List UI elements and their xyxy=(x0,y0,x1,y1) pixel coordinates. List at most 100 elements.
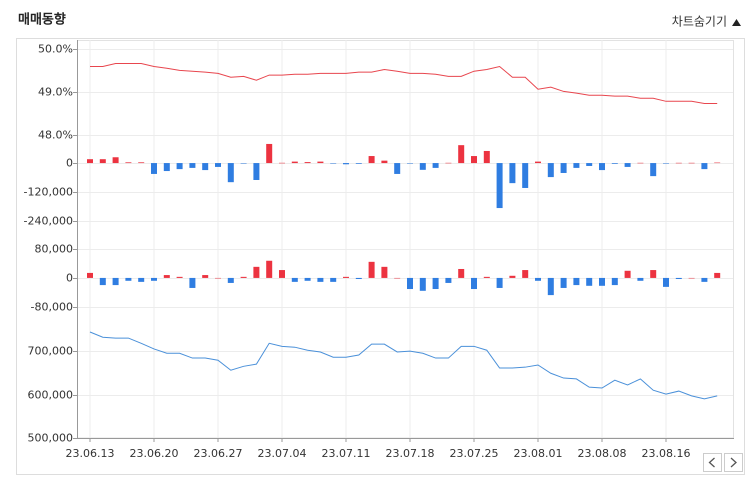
bar xyxy=(650,163,657,177)
bar xyxy=(112,157,119,164)
bar xyxy=(215,277,221,279)
bar xyxy=(560,163,567,173)
bar xyxy=(714,272,721,278)
bar xyxy=(637,277,644,281)
bar xyxy=(599,277,605,286)
bar xyxy=(304,162,311,164)
plot: 23.06.13 23.06.20 23.06.27 23.07.04 23.07.11… xyxy=(24,40,733,460)
y-tick-label: 0 xyxy=(66,157,73,170)
bar xyxy=(458,268,465,278)
y-tick-label: 700,000 xyxy=(28,345,74,358)
x-tick-label: 23.07.04 xyxy=(258,447,307,460)
bar xyxy=(202,275,209,278)
bar xyxy=(611,163,618,164)
bar xyxy=(343,276,349,278)
toggle-icon[interactable] xyxy=(732,19,741,26)
bar xyxy=(291,277,298,282)
prev-button[interactable] xyxy=(703,453,722,472)
bar xyxy=(138,162,145,164)
toggle-button[interactable]: 차트숨기기 xyxy=(672,15,741,29)
bar xyxy=(675,162,682,164)
bar xyxy=(535,277,541,281)
bar xyxy=(87,159,93,164)
bar xyxy=(573,163,580,168)
bar xyxy=(240,163,247,164)
bar xyxy=(471,156,477,164)
bar xyxy=(624,163,631,167)
y-tick-label: 500,000 xyxy=(28,432,74,445)
bar xyxy=(419,277,426,291)
bar xyxy=(586,277,593,286)
bar xyxy=(112,277,119,286)
y-tick-label: 80,000 xyxy=(35,243,74,256)
bar xyxy=(291,161,298,164)
bar xyxy=(547,163,554,178)
bar xyxy=(471,277,477,290)
bar xyxy=(483,276,490,278)
bar xyxy=(189,163,196,168)
y-tick-label: -80,000 xyxy=(31,301,73,314)
bar xyxy=(330,163,337,164)
bar xyxy=(330,277,337,282)
bar xyxy=(125,277,132,281)
line-series xyxy=(90,62,718,104)
bar xyxy=(253,266,260,278)
bar xyxy=(176,276,183,278)
bar xyxy=(509,275,516,278)
next-button[interactable] xyxy=(724,453,743,472)
bar xyxy=(547,277,554,296)
bar xyxy=(522,270,529,278)
bar xyxy=(650,270,657,278)
next-box[interactable] xyxy=(724,453,743,472)
bar xyxy=(227,163,234,183)
bar xyxy=(355,163,362,164)
prev-icon[interactable] xyxy=(708,457,715,468)
chart-frame xyxy=(16,38,745,475)
bar xyxy=(163,275,170,278)
prev-box[interactable] xyxy=(703,453,722,472)
bar xyxy=(215,163,221,167)
y-tick-label: 600,000 xyxy=(28,389,74,402)
x-tick-label: 23.07.25 xyxy=(450,447,499,460)
bar xyxy=(381,266,388,278)
toggle-label[interactable]: 차트숨기기 xyxy=(672,15,727,29)
x-tick-label: 23.07.18 xyxy=(386,447,435,460)
bar xyxy=(99,159,106,164)
x-tick-label: 23.07.11 xyxy=(322,447,371,460)
bar xyxy=(688,162,695,164)
bar xyxy=(432,277,439,290)
bar xyxy=(368,261,375,278)
bar xyxy=(419,163,426,170)
bar xyxy=(381,160,388,164)
bar xyxy=(663,163,669,164)
next-icon[interactable] xyxy=(730,457,737,468)
plot-frame xyxy=(77,40,734,439)
y-tick-label: 50.0% xyxy=(38,43,73,56)
y-tick-label: -240,000 xyxy=(24,215,73,228)
bar xyxy=(701,277,708,282)
bar xyxy=(176,163,183,170)
x-tick-label: 23.06.20 xyxy=(130,447,179,460)
bar xyxy=(445,162,452,164)
bar xyxy=(535,161,541,164)
bar xyxy=(394,163,401,174)
bar xyxy=(509,163,516,184)
bar xyxy=(599,163,605,171)
bar xyxy=(163,163,170,172)
bar xyxy=(611,277,618,286)
bar xyxy=(343,163,349,165)
bar xyxy=(202,163,209,171)
bar xyxy=(279,162,285,164)
bar xyxy=(663,277,669,287)
bar xyxy=(317,277,324,282)
section-title: 매매동향 xyxy=(18,12,66,28)
bar xyxy=(394,277,401,279)
bar xyxy=(675,277,682,280)
y-tick-label: -120,000 xyxy=(24,186,73,199)
x-tick-label: 23.06.13 xyxy=(66,447,115,460)
bar xyxy=(637,162,644,164)
bar xyxy=(240,276,247,278)
x-tick-label: 23.08.16 xyxy=(642,447,691,460)
bar xyxy=(496,163,503,209)
